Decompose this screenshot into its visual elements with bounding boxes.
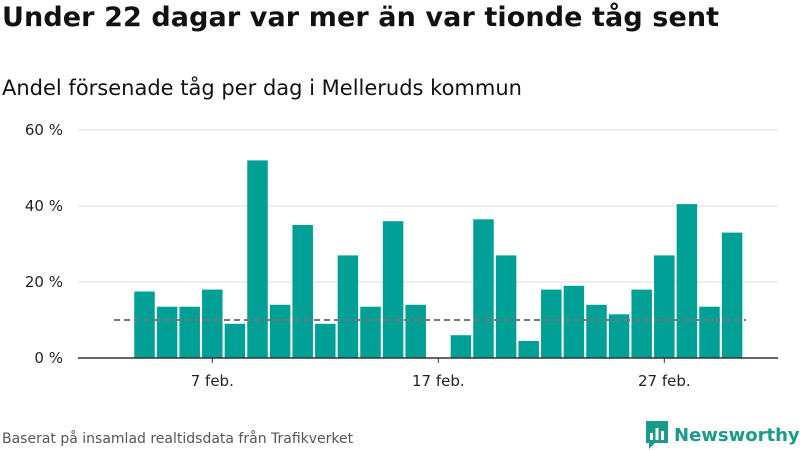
bars [134, 160, 743, 358]
y-tick-label: 60 % [25, 121, 63, 139]
bar [541, 289, 562, 358]
bar [721, 232, 743, 358]
bar [179, 306, 200, 358]
source-note: Baserat på insamlad realtidsdata från Tr… [2, 431, 354, 447]
y-axis-ticks: 0 % 20 % 40 % 60 % [25, 121, 63, 367]
brand-name: Newsworthy [674, 424, 800, 446]
bar [699, 306, 720, 358]
bar [247, 160, 268, 358]
newsworthy-logo-icon [646, 421, 668, 449]
bar [360, 306, 381, 358]
brand-logo: Newsworthy [645, 420, 800, 450]
bar [224, 323, 246, 358]
bar [405, 304, 426, 358]
bar [156, 306, 178, 358]
bar [608, 314, 630, 358]
bar [654, 255, 675, 358]
bar [518, 340, 539, 358]
bar [202, 289, 223, 358]
chart-subtitle: Andel försenade tåg per dag i Melleruds … [2, 76, 522, 100]
chart-title: Under 22 dagar var mer än var tionde tåg… [2, 2, 720, 33]
bar [292, 225, 313, 358]
y-tick-label: 20 % [25, 273, 63, 291]
bar [382, 221, 404, 358]
bar [473, 219, 494, 358]
x-tick-label: 17 feb. [412, 372, 465, 390]
bar [563, 285, 585, 358]
bar [269, 304, 291, 358]
x-tick-label: 27 feb. [638, 372, 691, 390]
bar [134, 291, 155, 358]
bar [450, 335, 472, 358]
bar [315, 323, 336, 358]
bar [586, 304, 607, 358]
x-tick-label: 7 feb. [191, 372, 234, 390]
bar [337, 255, 359, 358]
x-axis-ticks: 7 feb. 17 feb. 27 feb. [191, 358, 691, 390]
y-tick-label: 40 % [25, 197, 63, 215]
bar [631, 289, 652, 358]
bar [676, 204, 698, 358]
y-tick-label: 0 % [34, 349, 63, 367]
bar [495, 255, 517, 358]
